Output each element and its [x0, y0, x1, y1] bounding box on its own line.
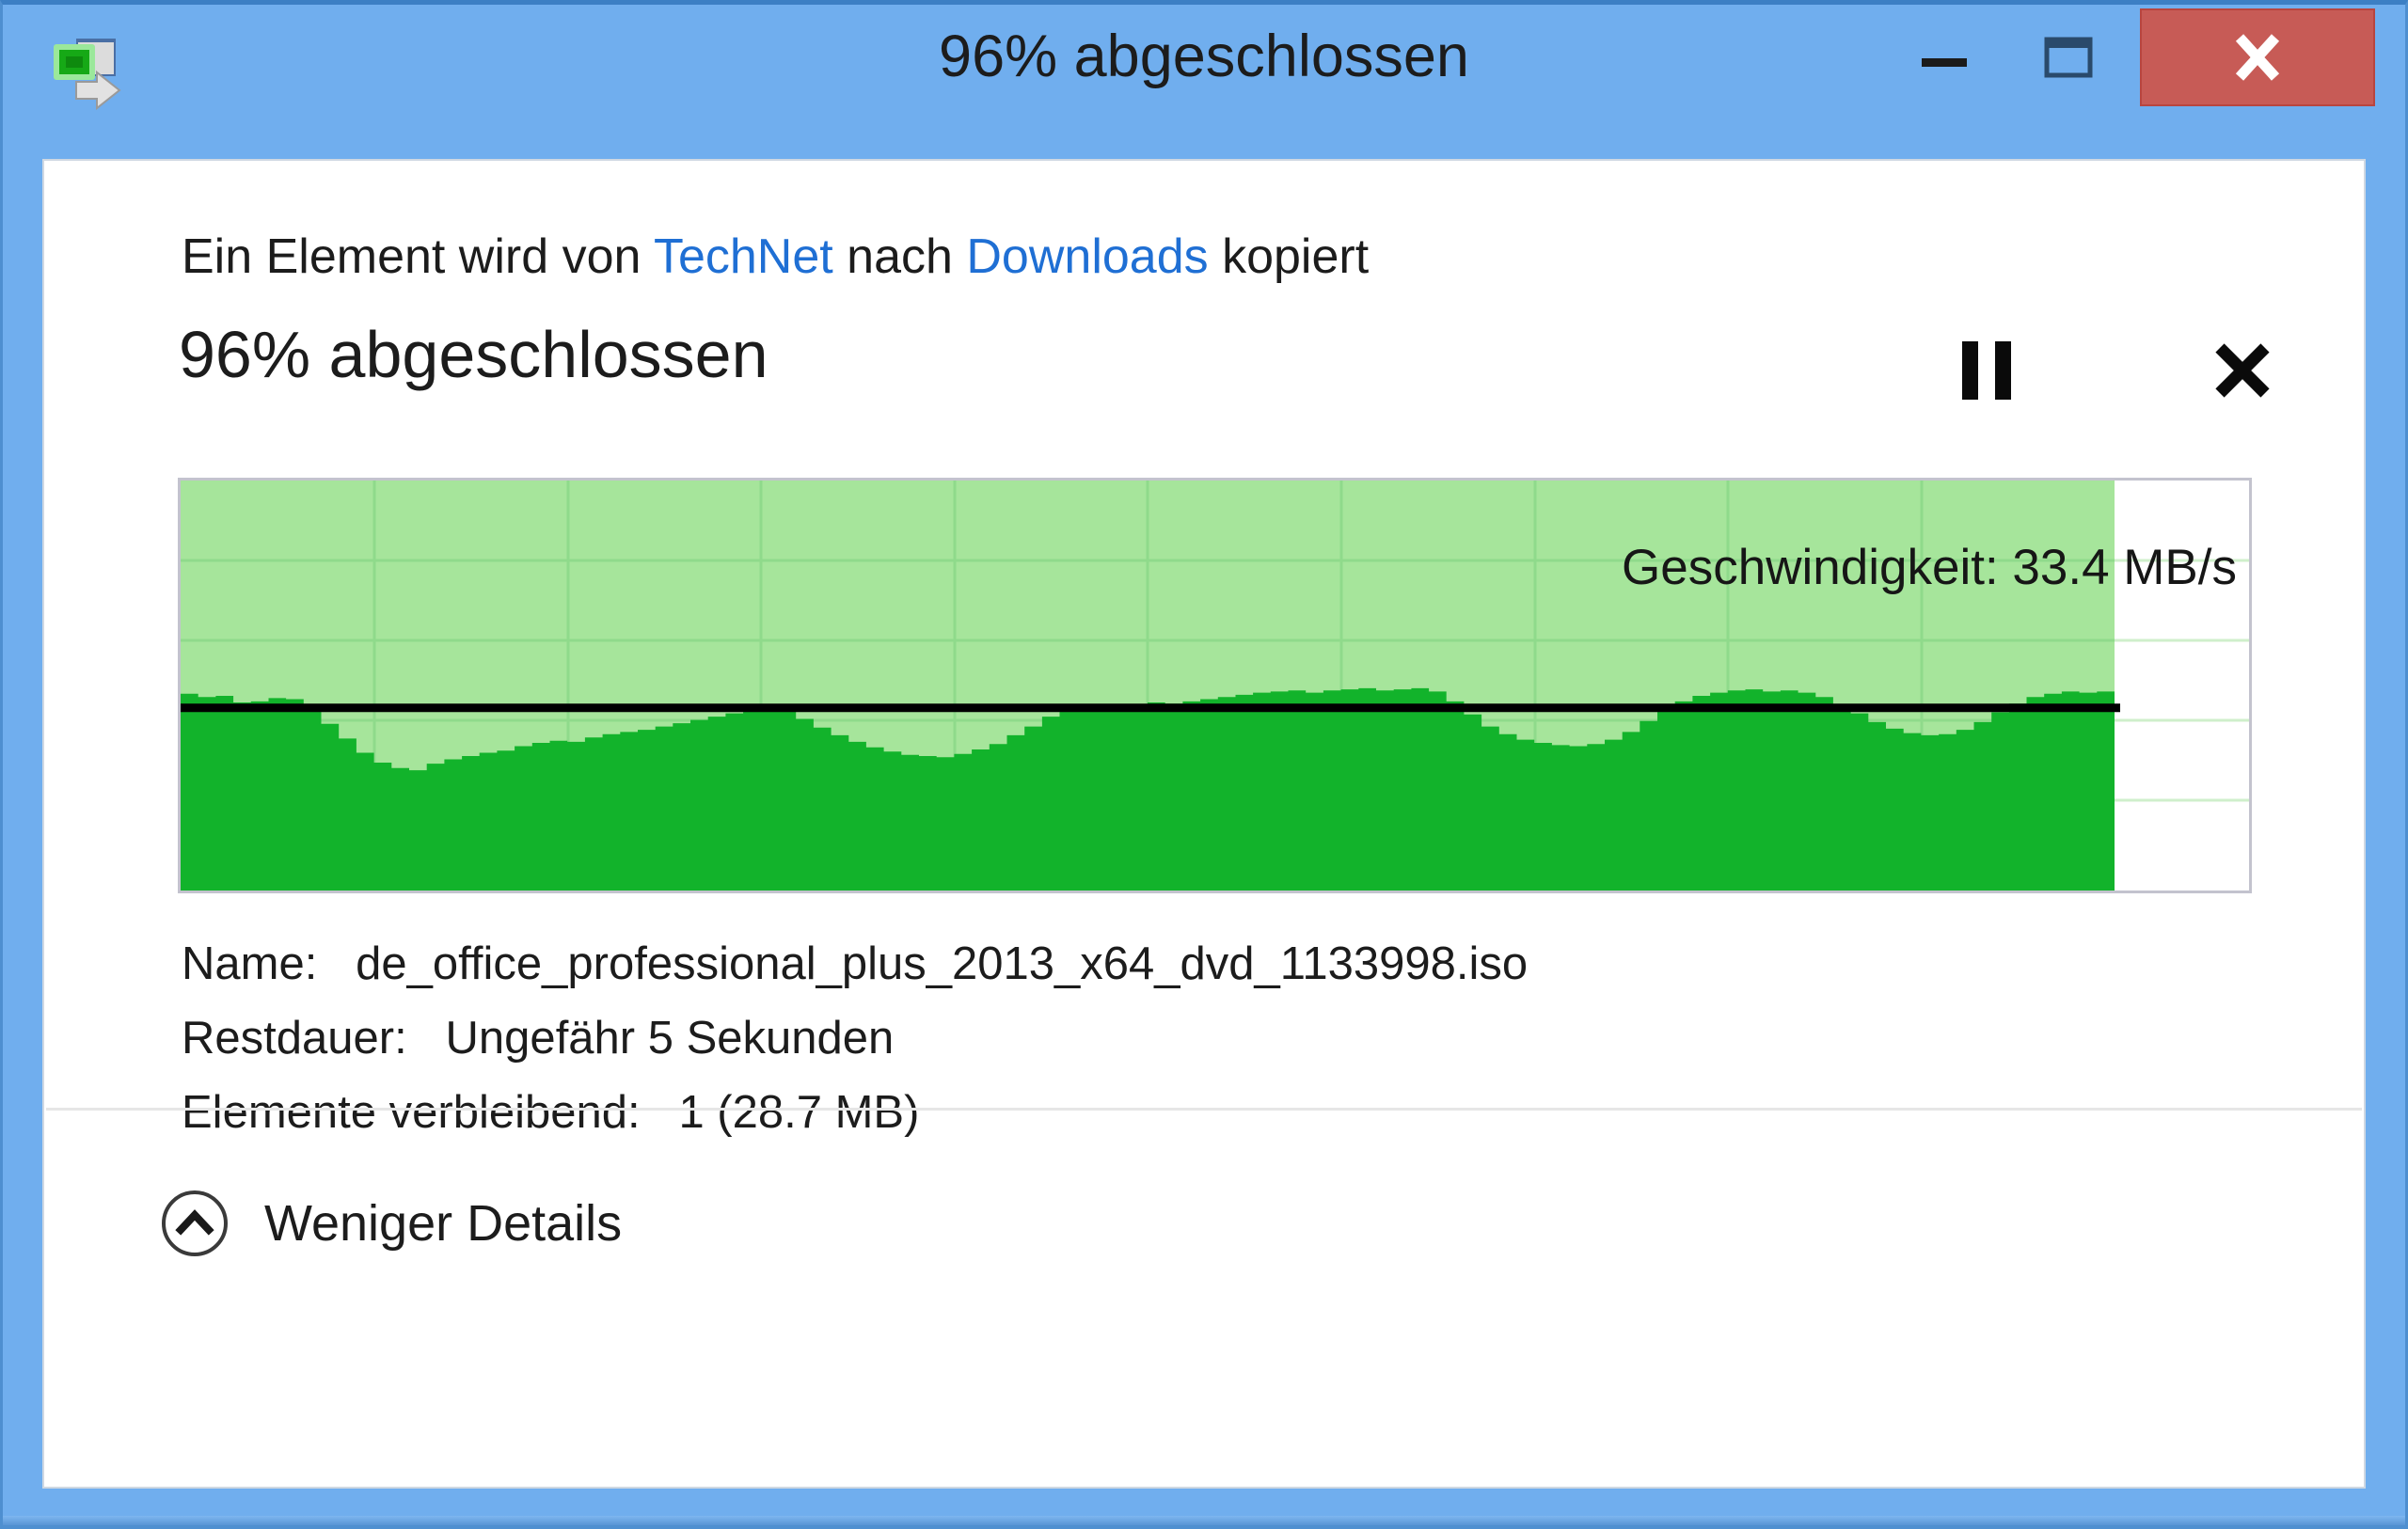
- detail-label-time-remaining: Restdauer:: [182, 1013, 407, 1064]
- dialog-body: Ein Element wird von TechNet nach Downlo…: [42, 159, 2366, 1489]
- detail-row-name: Name: de_office_professional_plus_2013_x…: [182, 927, 1528, 1001]
- minimize-icon: [1922, 57, 1967, 67]
- pause-icon-bar2: [1995, 341, 2011, 400]
- less-details-button[interactable]: Weniger Details: [159, 1172, 622, 1275]
- maximize-icon: [2044, 37, 2093, 78]
- detail-label-items-remaining: Elemente verbleibend:: [182, 1087, 641, 1138]
- copy-description-middle: nach: [832, 229, 967, 284]
- transfer-details: Name: de_office_professional_plus_2013_x…: [182, 927, 1528, 1150]
- window-title: 96% abgeschlossen: [939, 24, 1469, 89]
- chevron-up-circle-icon: [162, 1190, 228, 1256]
- detail-label-name: Name:: [182, 938, 318, 989]
- speed-graph-canvas: [181, 481, 2249, 891]
- detail-value-name: de_office_professional_plus_2013_x64_dvd…: [356, 938, 1529, 989]
- footer-divider: [46, 1108, 2362, 1111]
- cancel-icon: [2215, 343, 2270, 398]
- title-bar[interactable]: 96% abgeschlossen: [3, 5, 2405, 155]
- close-icon: [2235, 34, 2280, 81]
- less-details-label: Weniger Details: [264, 1195, 623, 1252]
- progress-percent-text: 96% abgeschlossen: [179, 318, 768, 391]
- detail-value-time-remaining: Ungefähr 5 Sekunden: [445, 1013, 895, 1064]
- speed-graph: Geschwindigkeit: 33.4 MB/s: [178, 478, 2252, 893]
- destination-folder-link[interactable]: Downloads: [966, 229, 1209, 284]
- close-button[interactable]: [2140, 8, 2375, 106]
- copy-description-prefix: Ein Element wird von: [182, 229, 654, 284]
- source-folder-link[interactable]: TechNet: [653, 229, 833, 284]
- maximize-button[interactable]: [2012, 8, 2125, 106]
- pause-button[interactable]: [1925, 319, 2048, 422]
- detail-row-items-remaining: Elemente verbleibend: 1 (28.7 MB): [182, 1076, 1528, 1150]
- copy-description-suffix: kopiert: [1208, 229, 1370, 284]
- cancel-button[interactable]: [2181, 319, 2304, 422]
- copy-file-icon: [48, 33, 127, 112]
- speed-readout: Geschwindigkeit: 33.4 MB/s: [1622, 540, 2237, 595]
- detail-value-items-remaining: 1 (28.7 MB): [678, 1087, 920, 1138]
- copy-description: Ein Element wird von TechNet nach Downlo…: [182, 229, 1369, 285]
- minimize-button[interactable]: [1888, 8, 2001, 106]
- detail-row-time-remaining: Restdauer: Ungefähr 5 Sekunden: [182, 1001, 1528, 1076]
- pause-icon: [1962, 341, 1978, 400]
